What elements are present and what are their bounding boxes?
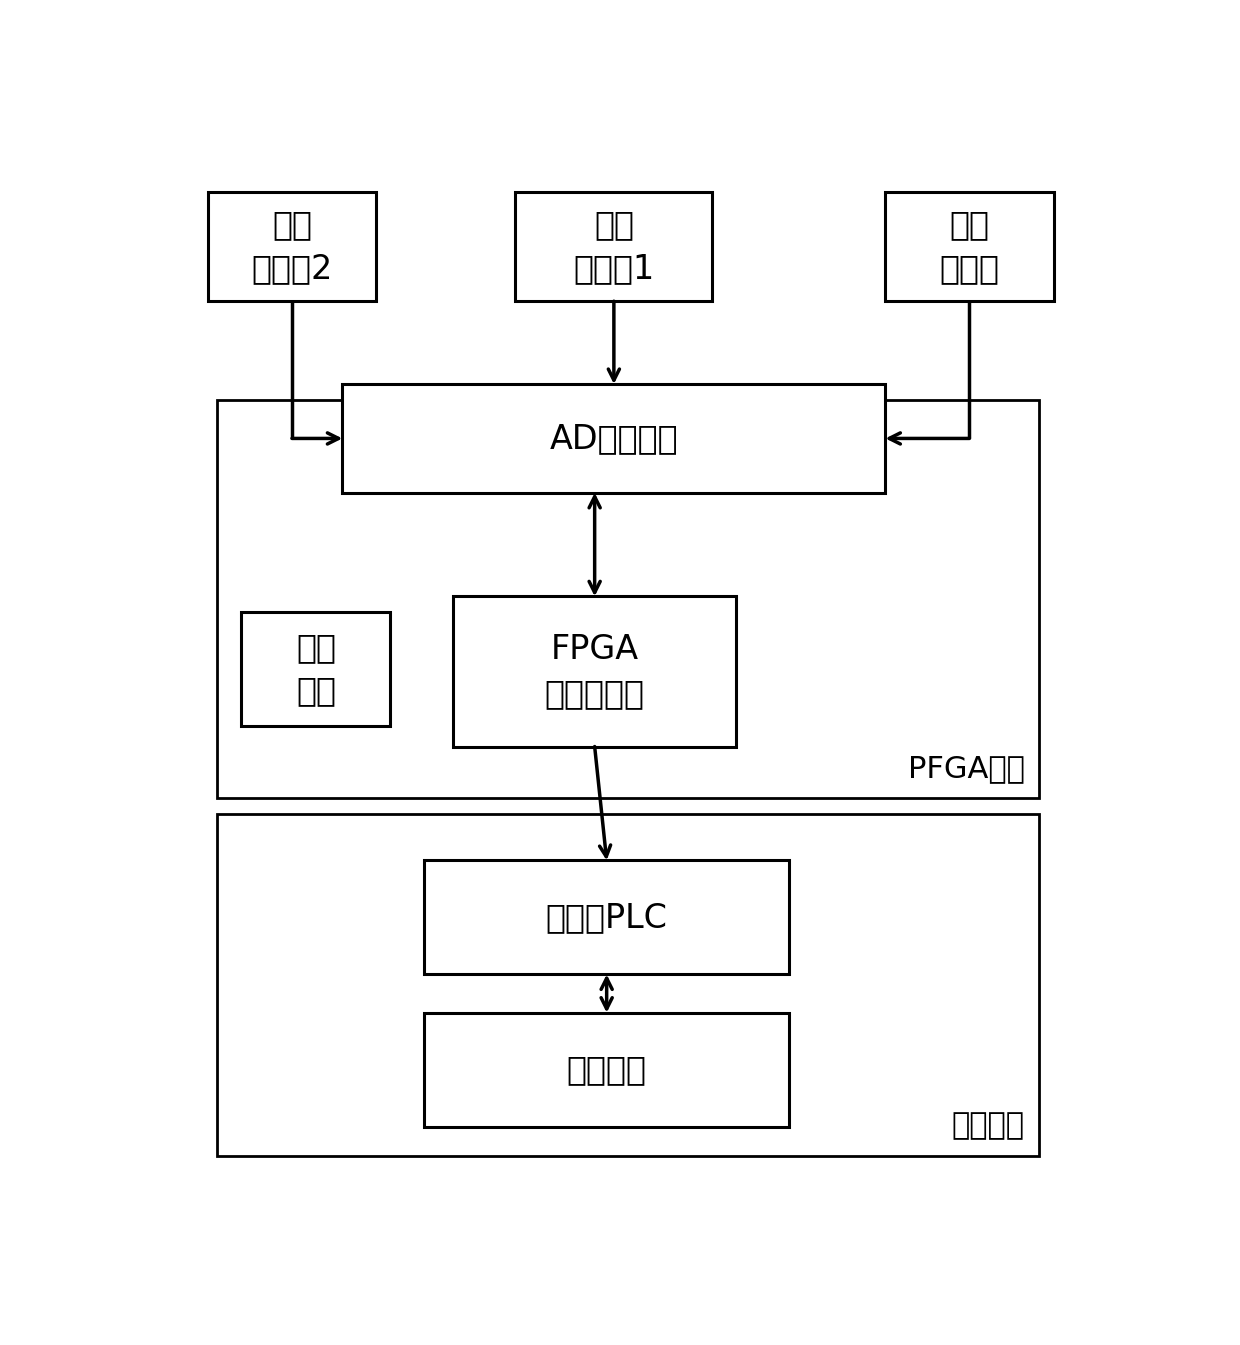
Text: 动力主控: 动力主控 <box>567 1053 647 1087</box>
Text: AD转换模块: AD转换模块 <box>549 422 678 455</box>
Text: PFGA单元: PFGA单元 <box>908 753 1024 783</box>
Bar <box>242 612 391 726</box>
Text: 外部设备: 外部设备 <box>952 1111 1024 1141</box>
Bar <box>342 385 885 492</box>
Text: FPGA
数字处理器: FPGA 数字处理器 <box>544 633 645 710</box>
Text: 采煤机PLC: 采煤机PLC <box>546 901 667 933</box>
Text: 振动
传感器: 振动 传感器 <box>940 208 999 285</box>
Bar <box>885 192 1054 301</box>
Bar <box>208 192 376 301</box>
Bar <box>217 399 1039 799</box>
Bar <box>424 861 789 974</box>
Bar <box>453 596 737 746</box>
Bar <box>217 814 1039 1155</box>
Text: 电流
传感器2: 电流 传感器2 <box>252 208 332 285</box>
Bar <box>516 192 712 301</box>
Text: 电源
模块: 电源 模块 <box>296 631 336 707</box>
Bar <box>424 1013 789 1127</box>
Text: 电流
传感器1: 电流 传感器1 <box>573 208 655 285</box>
